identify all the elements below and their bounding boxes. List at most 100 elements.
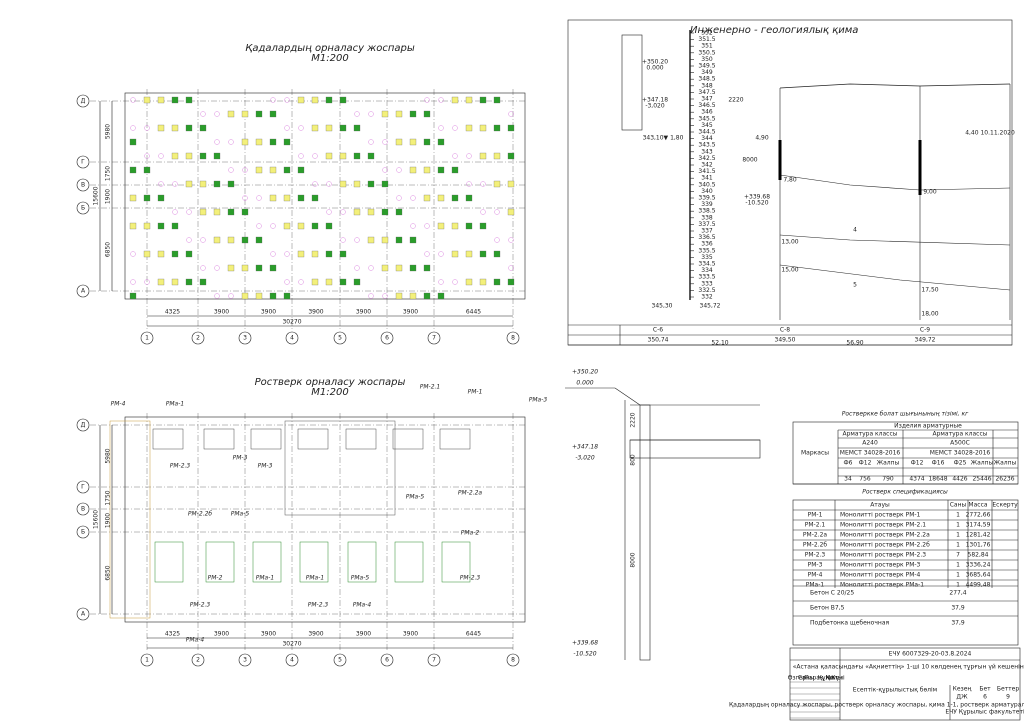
axis-bubble	[380, 653, 394, 667]
table-cell: 1301,76	[966, 542, 991, 549]
pile	[325, 250, 333, 258]
geology-note: 5	[853, 282, 857, 289]
stamp-sheet: Қадалардың орналасу жоспары, ростверк ор…	[729, 702, 1024, 709]
pile	[353, 124, 361, 132]
table-cell: Монолитті ростверк РМ-2.2а	[840, 532, 930, 539]
pile	[227, 180, 235, 188]
table-cell: 26236	[995, 476, 1014, 483]
pile-mark	[214, 139, 220, 145]
table-cell: 1	[956, 512, 960, 519]
distance: 52,10	[711, 340, 728, 347]
pile-mark	[382, 293, 388, 299]
table-cell: 37,9	[951, 620, 965, 627]
dim-x: 3900	[403, 309, 418, 316]
elevation: 341	[701, 175, 713, 182]
label: Күні	[831, 675, 845, 682]
layer-line	[779, 234, 1011, 246]
pile	[339, 250, 347, 258]
elevation: 335.5	[698, 247, 715, 254]
table-head: Масса	[968, 502, 987, 509]
pile-mark	[312, 181, 318, 187]
level-mark: -3,020	[575, 455, 595, 462]
dim-total-x: 30270	[282, 641, 301, 648]
pile	[325, 222, 333, 230]
shape	[299, 541, 329, 583]
pile-mark	[466, 181, 472, 187]
shape	[205, 541, 235, 583]
rostverk-mark: РМ-4	[111, 401, 126, 408]
shape	[109, 420, 151, 619]
pile	[213, 180, 221, 188]
level-mark: +339.68	[572, 640, 598, 647]
elevation: 340	[701, 188, 713, 195]
distance: 56,90	[846, 340, 863, 347]
pile-mark	[438, 251, 444, 257]
dim-total-y: 15600	[93, 510, 100, 529]
pile	[423, 110, 431, 118]
pile	[479, 152, 487, 160]
pile	[423, 138, 431, 146]
pile	[283, 166, 291, 174]
axis-bubble	[506, 653, 520, 667]
rostverk-mark: РМа-5	[351, 575, 370, 582]
pile-mark	[284, 279, 290, 285]
pile	[423, 264, 431, 272]
pile-mark	[424, 223, 430, 229]
elevation: 332	[701, 294, 713, 301]
col-label: 4	[290, 335, 294, 342]
pile-mark	[298, 125, 304, 131]
pile	[171, 152, 179, 160]
pile-mark	[200, 111, 206, 117]
pile	[409, 110, 417, 118]
pile	[437, 292, 445, 300]
label: Кезең	[953, 686, 972, 693]
table-cell: 1	[956, 582, 960, 589]
shape	[345, 428, 377, 450]
dim-y: 5980	[105, 124, 112, 139]
pile	[213, 152, 221, 160]
layer-line	[779, 174, 1011, 191]
pile	[185, 180, 193, 188]
pile	[311, 250, 319, 258]
label: Құжат	[818, 675, 839, 682]
dim-y: 1750	[105, 166, 112, 181]
pile	[199, 278, 207, 286]
pile	[241, 110, 249, 118]
pile-mark	[480, 181, 486, 187]
elevation: 347	[701, 96, 713, 103]
pile	[129, 292, 137, 300]
row-label: Б	[81, 529, 85, 536]
rostverk-mark: РМа-1	[166, 401, 184, 408]
pile	[171, 250, 179, 258]
elevation: 339	[701, 201, 713, 208]
rostverk-mark: РМа-4	[186, 637, 205, 644]
axis-bubble	[506, 331, 520, 345]
rostverk-mark: РМа-2	[461, 530, 480, 537]
axis-bubble	[333, 653, 347, 667]
geology-note: 9,00	[923, 189, 937, 196]
table-head: Атауы	[870, 502, 890, 509]
geology-note: 4,90	[755, 135, 769, 142]
pile-mark	[214, 111, 220, 117]
label: Парақ №	[804, 675, 831, 682]
axis-bubble	[380, 331, 394, 345]
elevation: 345	[701, 122, 713, 129]
pile-mark	[508, 265, 514, 271]
elevation: 349	[701, 69, 713, 76]
pile	[465, 124, 473, 132]
pile	[213, 236, 221, 244]
label: МЕМСТ 34028-2016	[930, 450, 991, 457]
axis-bubble	[285, 653, 299, 667]
pile	[269, 292, 277, 300]
elevation: 338.5	[698, 208, 715, 215]
rostverk-mark: РМ-2.3	[190, 602, 211, 609]
pile	[339, 152, 347, 160]
table-cell: 790	[882, 476, 894, 483]
geology-note: 18,00	[921, 311, 938, 318]
borehole-height: 350,74	[648, 337, 669, 344]
elevation: 351	[701, 43, 713, 50]
table-cell: 34	[844, 476, 852, 483]
elevation: 336	[701, 241, 713, 248]
dim-x: 3900	[356, 631, 371, 638]
